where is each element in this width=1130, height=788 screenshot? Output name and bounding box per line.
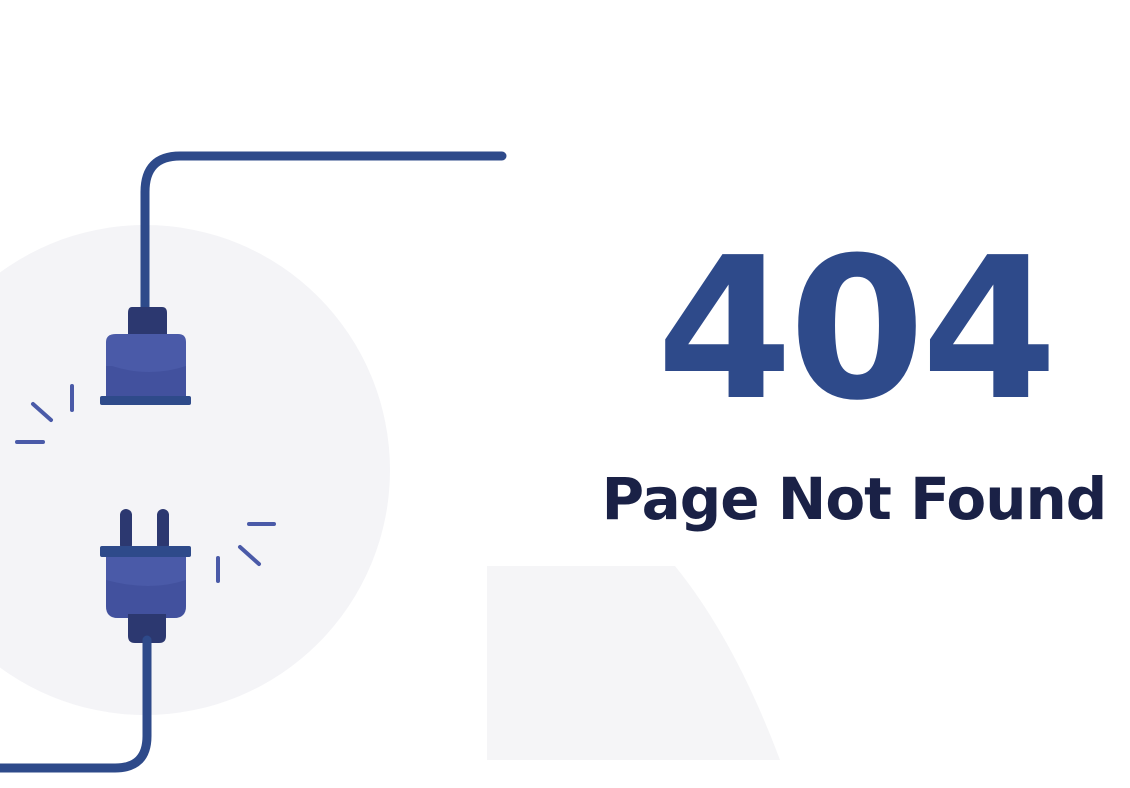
spark-lines-lower bbox=[216, 522, 276, 583]
error-message: Page Not Found bbox=[601, 465, 1108, 533]
lower-cable bbox=[0, 635, 152, 773]
spark-lines-upper bbox=[15, 384, 74, 444]
power-socket-icon bbox=[100, 307, 191, 405]
backdrop-circle bbox=[0, 225, 390, 715]
upper-cable bbox=[140, 151, 507, 317]
power-plug-icon bbox=[100, 509, 191, 643]
error-code-heading: 404 bbox=[656, 216, 1057, 444]
backdrop-panel bbox=[487, 566, 780, 760]
